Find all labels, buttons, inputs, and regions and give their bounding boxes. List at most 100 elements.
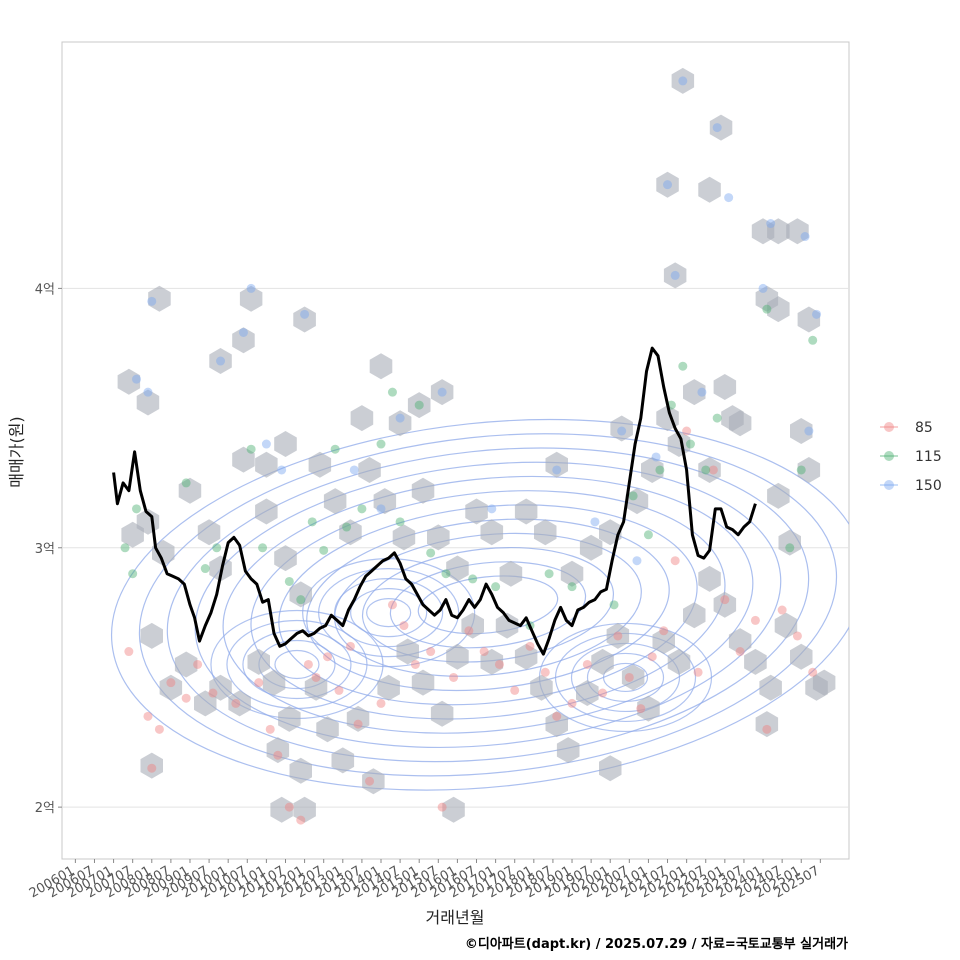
hexbin <box>430 700 454 727</box>
hexbin <box>140 622 163 649</box>
hexbin <box>247 648 270 675</box>
plot-background <box>61 41 850 860</box>
hexbin <box>755 711 779 738</box>
scatter-point-115 <box>200 564 210 574</box>
scatter-point-85 <box>426 647 436 657</box>
scatter-point-115 <box>441 569 451 579</box>
scatter-point-150 <box>395 413 405 423</box>
hexbin <box>728 628 752 655</box>
scatter-point-115 <box>796 465 806 475</box>
hexbin <box>232 327 255 354</box>
legend: 85 115 150 <box>880 420 942 494</box>
hexbin <box>713 591 737 618</box>
scatter-point-85 <box>792 631 802 641</box>
scatter-point-85 <box>720 595 730 605</box>
hexbin <box>446 555 469 582</box>
hexbin <box>255 498 278 525</box>
scatter-point-85 <box>437 802 447 812</box>
hexbin <box>392 524 416 551</box>
hexbin <box>534 519 557 546</box>
scatter-point-85 <box>345 641 355 651</box>
scatter-point-115 <box>609 600 619 610</box>
hexbin <box>308 451 332 478</box>
hexbin <box>411 477 435 504</box>
hexbin <box>812 669 836 696</box>
scatter-point-150 <box>300 309 310 319</box>
scatter-point-115 <box>357 504 367 514</box>
scatter-point-115 <box>330 444 340 454</box>
scatter-point-85 <box>353 719 363 729</box>
hexbin <box>278 705 301 732</box>
scatter-point-85 <box>143 711 153 721</box>
hexbin <box>407 392 431 419</box>
hexbin <box>713 374 737 400</box>
scatter-point-85 <box>365 776 375 786</box>
scatter-point-150 <box>131 374 141 384</box>
scatter-point-85 <box>303 659 313 669</box>
scatter-point-85 <box>273 750 283 760</box>
scatter-point-115 <box>426 548 436 558</box>
hexbin <box>656 171 679 198</box>
scatter-point-150 <box>712 123 722 133</box>
scatter-point-150 <box>376 504 386 514</box>
scatter-point-115 <box>567 582 577 592</box>
hexbin <box>786 218 809 245</box>
scatter-point-85 <box>552 711 562 721</box>
scatter-point-115 <box>296 595 306 605</box>
scatter-point-115 <box>319 545 329 555</box>
scatter-point-150 <box>804 426 814 436</box>
hexbin <box>637 695 660 722</box>
hexbin <box>667 648 691 675</box>
legend-label: 115 <box>915 449 942 465</box>
hexbin <box>228 690 251 717</box>
scatter-point-85 <box>598 688 608 698</box>
hexbin <box>255 451 278 478</box>
hexbin <box>767 218 790 245</box>
scatter-point-150 <box>632 556 642 566</box>
scatter-point-150 <box>800 232 810 242</box>
hexbin <box>159 674 183 701</box>
hexbin <box>698 565 721 592</box>
hexbin <box>350 405 374 432</box>
hexbin <box>591 648 614 675</box>
scatter-point-85 <box>265 724 275 734</box>
hexbin <box>331 747 355 774</box>
hexbin <box>514 498 538 525</box>
scatter-point-115 <box>376 439 386 449</box>
scatter-point-85 <box>449 672 459 682</box>
hexbin <box>346 705 370 732</box>
scatter-point-150 <box>552 465 562 475</box>
hexbin <box>683 602 706 629</box>
hexbin <box>545 451 568 478</box>
scatter-point-115 <box>468 574 478 584</box>
hexbin <box>209 348 232 374</box>
hexbin <box>140 752 163 779</box>
hexbin <box>641 457 664 483</box>
scatter-point-85 <box>323 652 333 662</box>
scatter-point-85 <box>376 698 386 708</box>
scatter-point-115 <box>785 543 795 553</box>
scatter-point-150 <box>758 283 768 293</box>
hexbin <box>178 477 202 504</box>
hexbin <box>396 638 419 665</box>
density-contour <box>242 629 352 700</box>
scatter-point-150 <box>246 283 256 293</box>
hexbin <box>316 716 339 743</box>
scatter-point-115 <box>395 517 405 527</box>
hexbin <box>174 651 198 678</box>
scatter-point-85 <box>494 659 504 669</box>
hexbin <box>293 306 316 333</box>
scatter-point-85 <box>708 465 718 475</box>
scatter-point-115 <box>544 569 554 579</box>
scatter-point-85 <box>647 652 657 662</box>
scatter-point-85 <box>284 802 294 812</box>
scatter-point-150 <box>261 439 271 449</box>
density-contour <box>389 561 587 649</box>
scatter-point-150 <box>147 296 157 306</box>
scatter-point-115 <box>491 582 501 592</box>
scatter-point-115 <box>808 335 818 345</box>
scatter-point-85 <box>387 600 397 610</box>
scatter-point-150 <box>437 387 447 397</box>
hexbin <box>778 529 801 556</box>
density-contour <box>274 649 320 680</box>
